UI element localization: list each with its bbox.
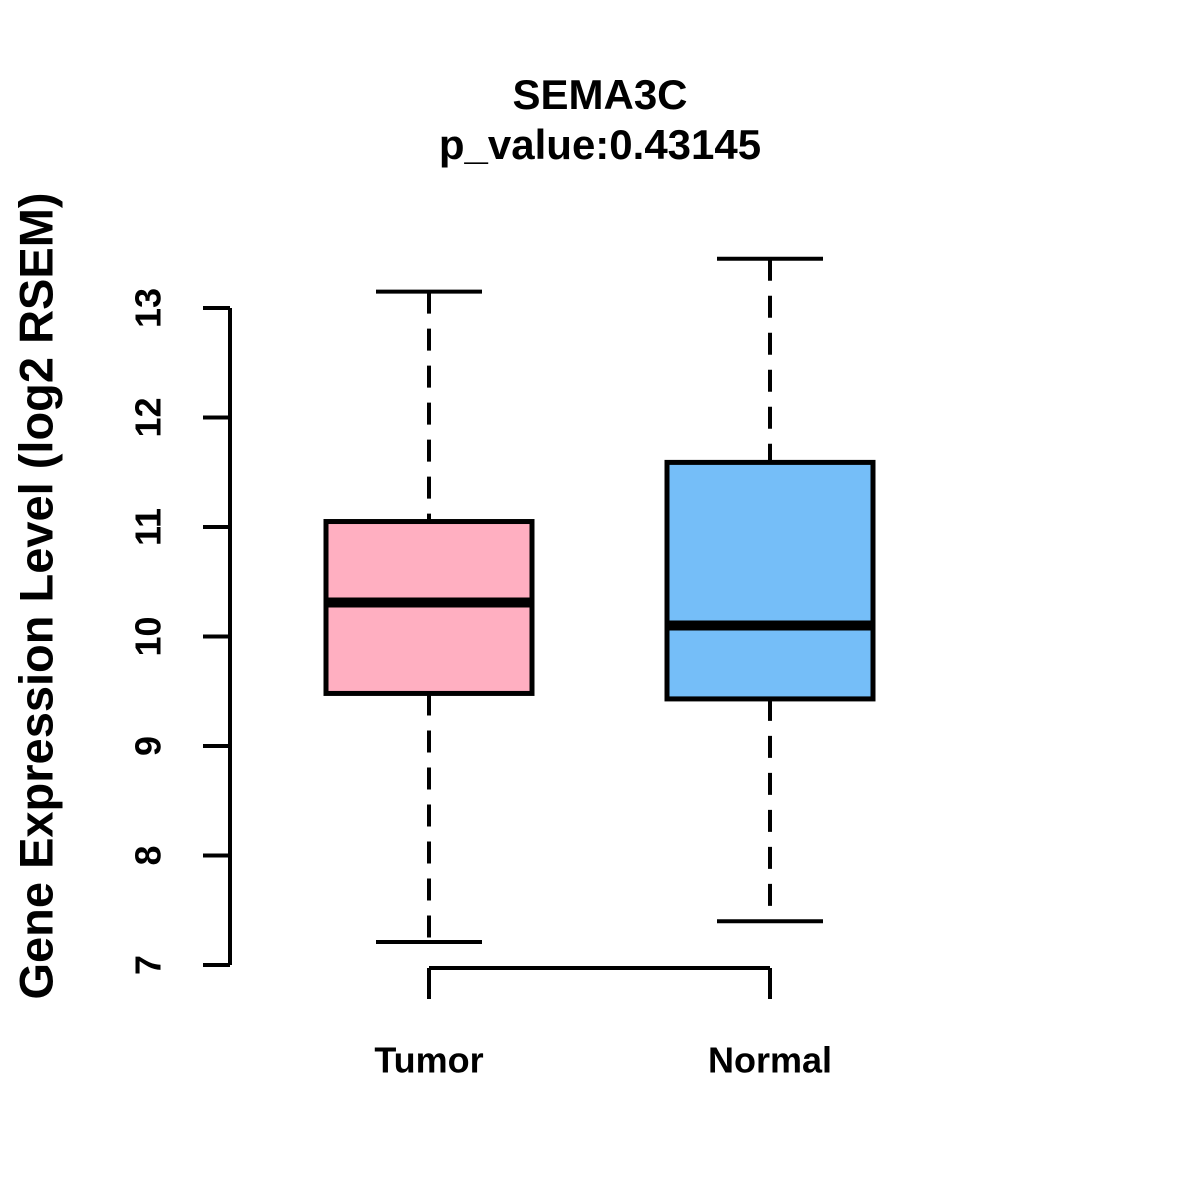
y-tick-label: 13: [128, 288, 169, 328]
y-tick-label: 11: [128, 508, 169, 546]
x-label-normal: Normal: [708, 1040, 832, 1081]
x-label-tumor: Tumor: [374, 1040, 483, 1081]
box-normal: [664, 459, 876, 702]
y-tick-label: 8: [128, 845, 169, 865]
y-tick-label: 9: [128, 736, 169, 756]
chart-title: SEMA3C: [512, 71, 688, 118]
chart-subtitle: p_value:0.43145: [438, 121, 762, 168]
y-tick-label: 7: [128, 955, 169, 975]
y-tick-label: 12: [128, 397, 169, 437]
y-tick-label: 10: [128, 616, 169, 656]
